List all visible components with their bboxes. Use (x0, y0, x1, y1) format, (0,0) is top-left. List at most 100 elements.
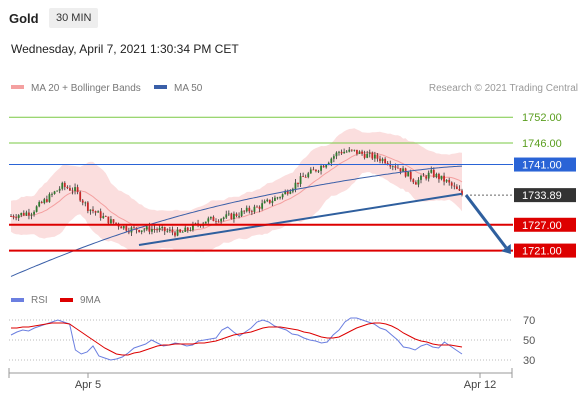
level-tag (514, 188, 576, 203)
candle-body (258, 206, 261, 209)
candle-body (461, 190, 463, 195)
candle-body (25, 212, 28, 216)
trend-line (138, 192, 463, 246)
candle-body (156, 229, 158, 231)
candle-body (268, 199, 271, 203)
candle-body (94, 211, 97, 213)
candle-body (409, 171, 412, 180)
candle-body (207, 218, 210, 222)
candle-body (63, 182, 66, 187)
candle-body (420, 175, 422, 180)
candle-body (235, 213, 238, 216)
candle-body (458, 189, 461, 191)
candle-body (66, 186, 69, 189)
ma50-legend-label: MA 50 (174, 83, 203, 94)
ma20-line (10, 151, 463, 231)
candle-body (384, 158, 387, 164)
candle-body (322, 165, 325, 168)
candle-body (112, 219, 115, 223)
candle-body (148, 226, 151, 232)
candle-body (122, 226, 125, 229)
candle-body (440, 175, 443, 180)
candle-body (340, 151, 343, 154)
candle-body (79, 192, 82, 201)
candle-body (104, 216, 107, 217)
candle-body (33, 211, 35, 215)
candle-body (368, 152, 371, 154)
level-label: 1733.89 (522, 190, 562, 202)
candle-body (43, 199, 46, 203)
candle-body (189, 230, 192, 231)
candle-body (253, 206, 256, 212)
price-plot-area (10, 128, 463, 277)
candle-body (176, 229, 179, 236)
candle-body (227, 213, 230, 215)
rsi-ma-legend-label: 9MA (80, 295, 101, 306)
candle-body (389, 164, 392, 167)
rsi-ma-line (11, 322, 463, 356)
candle-body (171, 229, 174, 233)
candle-body (297, 182, 299, 185)
candle-body (138, 230, 141, 232)
candle-body (97, 211, 100, 213)
candle-body (271, 200, 274, 203)
rsi-legend-label: RSI (31, 295, 48, 306)
candle-body (417, 179, 420, 185)
candle-body (345, 151, 348, 153)
candle-body (86, 202, 89, 211)
candle-body (363, 153, 366, 158)
candle-body (263, 201, 266, 204)
candle-body (240, 210, 243, 216)
datetime-label: Wednesday, April 7, 2021 1:30:34 PM CET (11, 42, 239, 56)
candle-body (371, 152, 374, 159)
candle-body (186, 227, 189, 231)
candle-body (222, 217, 225, 219)
candle-body (320, 165, 322, 171)
candle-body (289, 191, 292, 194)
candle-body (92, 209, 94, 212)
candle-body (238, 215, 240, 217)
candle-body (45, 199, 48, 202)
candle-body (115, 222, 117, 224)
candle-body (361, 151, 363, 154)
candle-body (394, 166, 397, 168)
candle-body (76, 187, 79, 193)
candle-body (56, 190, 59, 192)
candle-body (435, 173, 438, 177)
candle-body (266, 199, 269, 202)
candle-body (412, 179, 415, 183)
candle-body (366, 153, 369, 158)
candle-body (81, 200, 84, 203)
candle-body (179, 229, 182, 233)
level-label: 1727.00 (522, 220, 562, 232)
candle-body (276, 197, 279, 199)
candle-body (217, 221, 220, 223)
candle-body (286, 191, 289, 194)
candle-body (327, 162, 330, 165)
candle-body (455, 186, 458, 190)
ma50-line (10, 165, 463, 277)
candle-body (315, 169, 317, 172)
candle-body (376, 154, 379, 159)
candle-body (153, 229, 156, 230)
candle-body (379, 158, 381, 162)
level-tag (514, 157, 576, 172)
candle-body (10, 216, 12, 217)
candle-body (28, 212, 30, 216)
candle-body (422, 175, 425, 177)
candle-body (163, 226, 166, 232)
candle-body (89, 209, 92, 211)
projection-arrow-head (501, 243, 511, 254)
candle-body (143, 229, 146, 231)
candle-body (453, 185, 456, 187)
candle-body (215, 221, 217, 222)
rsi-line (10, 317, 463, 361)
candle-body (204, 221, 207, 224)
time-axis: Apr 5 Apr 12 (8, 368, 513, 391)
symbol-label: Gold (9, 11, 39, 26)
timeframe-badge[interactable]: 30 MIN (49, 8, 99, 28)
candle-body (40, 202, 43, 203)
candle-body (245, 207, 248, 212)
chart-header: Gold 30 MIN (0, 0, 588, 38)
candle-body (448, 179, 451, 183)
